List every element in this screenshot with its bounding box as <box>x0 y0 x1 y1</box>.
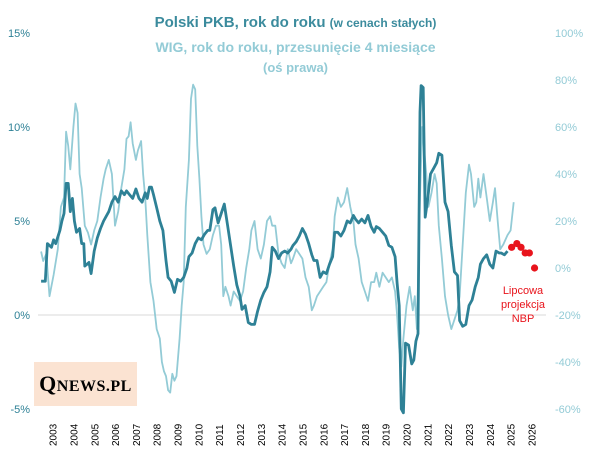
right-tick-label: -60% <box>555 404 581 416</box>
x-tick-label: 2005 <box>90 423 101 446</box>
left-tick-label: 10% <box>8 122 30 134</box>
right-tick-label: 100% <box>555 28 583 40</box>
chart-subtitle-axis-note: (oś prawa) <box>262 60 328 75</box>
x-axis-ticks: 2003 2004 2005 2006 2007 2008 2009 2010 2011 2012… <box>49 423 539 446</box>
x-tick-label: 2012 <box>236 423 247 446</box>
wig-series-line <box>40 83 515 394</box>
x-tick-label: 2009 <box>174 423 185 446</box>
x-tick-label: 2021 <box>423 423 434 446</box>
x-tick-label: 2019 <box>382 423 393 446</box>
projection-point <box>508 243 516 251</box>
left-tick-label: 5% <box>14 216 30 228</box>
x-tick-label: 2007 <box>132 423 143 446</box>
projection-point <box>530 264 539 272</box>
left-tick-label: 0% <box>14 310 30 322</box>
projection-annotation-line-1: Lipcowa <box>502 285 544 297</box>
x-tick-label: 2017 <box>340 423 351 446</box>
chart-title-main: Polski PKB, rok do roku <box>154 14 326 31</box>
right-tick-label: 20% <box>555 216 577 228</box>
projection-annotation-line-3: NBP <box>511 313 535 325</box>
projection-annotation: Lipcowa projekcja NBP <box>488 284 558 326</box>
right-tick-label: -40% <box>555 357 581 369</box>
right-tick-label: 0% <box>555 263 571 275</box>
projection-point <box>525 249 533 257</box>
x-tick-label: 2003 <box>49 423 60 446</box>
projection-points <box>508 239 539 272</box>
left-tick-label: -5% <box>10 404 30 416</box>
right-tick-label: -20% <box>555 310 581 322</box>
x-tick-label: 2026 <box>527 423 538 446</box>
x-tick-label: 2020 <box>403 423 414 446</box>
x-tick-label: 2016 <box>319 423 330 446</box>
x-tick-label: 2008 <box>153 423 164 446</box>
x-tick-label: 2013 <box>257 423 268 446</box>
right-tick-label: 60% <box>555 122 577 134</box>
gdp-series-line <box>41 84 509 415</box>
x-tick-label: 2023 <box>465 423 476 446</box>
chart-title-sub: (w cenach stałych) <box>329 16 437 30</box>
right-axis-ticks: -60% -40% -20% 0% 20% 40% 60% 80% 100% <box>555 28 583 416</box>
x-tick-label: 2025 <box>507 423 518 446</box>
x-tick-label: 2011 <box>215 424 226 446</box>
right-tick-label: 40% <box>555 169 577 181</box>
x-tick-label: 2014 <box>278 423 289 446</box>
x-tick-label: 2006 <box>111 423 122 446</box>
chart-subtitle: WIG, rok do roku, przesunięcie 4 miesiąc… <box>155 39 436 55</box>
chart-title: Polski PKB, rok do roku (w cenach stałyc… <box>0 14 591 31</box>
x-tick-label: 2018 <box>361 423 372 446</box>
x-tick-label: 2004 <box>69 423 80 446</box>
x-tick-label: 2022 <box>444 423 455 446</box>
projection-point <box>517 243 525 251</box>
right-tick-label: 80% <box>555 75 577 87</box>
x-tick-label: 2024 <box>486 423 497 446</box>
x-tick-label: 2015 <box>298 423 309 446</box>
x-tick-label: 2010 <box>194 423 205 446</box>
qnews-logo: QNEWS.PL <box>34 362 137 406</box>
projection-annotation-line-2: projekcja <box>500 299 546 311</box>
series-lines <box>40 83 515 415</box>
left-tick-label: 15% <box>8 28 30 40</box>
left-axis-ticks: -5% 0% 5% 10% 15% <box>8 28 30 416</box>
logo-text: QNEWS.PL <box>39 371 132 396</box>
